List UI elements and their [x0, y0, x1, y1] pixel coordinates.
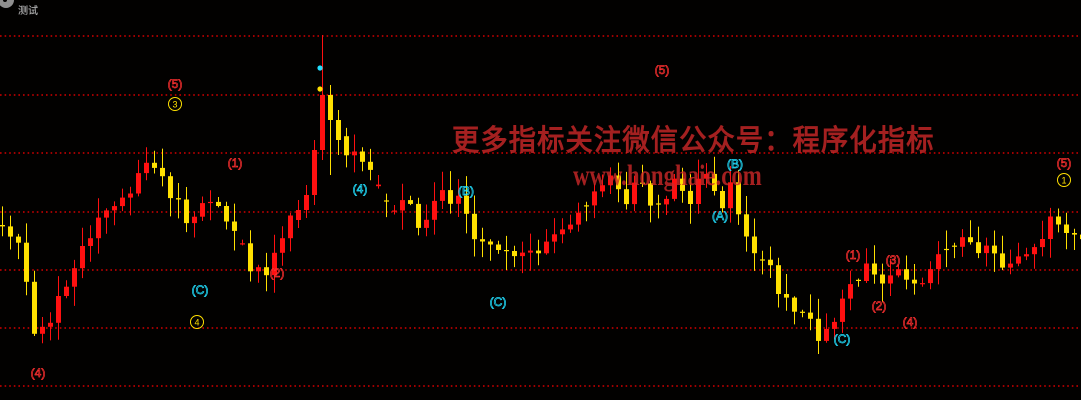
- svg-text:(1): (1): [846, 248, 861, 262]
- svg-text:(4): (4): [903, 315, 918, 329]
- svg-text:1: 1: [1061, 176, 1066, 186]
- svg-text:(4): (4): [31, 366, 46, 380]
- svg-text:(1): (1): [228, 156, 243, 170]
- svg-text:3: 3: [172, 100, 177, 110]
- svg-text:(2): (2): [270, 266, 285, 280]
- svg-text:(5): (5): [655, 63, 670, 77]
- svg-text:(3): (3): [886, 253, 901, 267]
- svg-text:(C): (C): [834, 332, 851, 346]
- svg-text:(5): (5): [168, 77, 183, 91]
- svg-text:(C): (C): [192, 283, 209, 297]
- svg-text:(5): (5): [1057, 156, 1072, 170]
- svg-text:(C): (C): [490, 295, 507, 309]
- svg-text:(B): (B): [458, 184, 474, 198]
- svg-text:(4): (4): [353, 182, 368, 196]
- svg-text:(2): (2): [872, 299, 887, 313]
- svg-text:(A): (A): [712, 209, 728, 223]
- svg-text:4: 4: [194, 318, 199, 328]
